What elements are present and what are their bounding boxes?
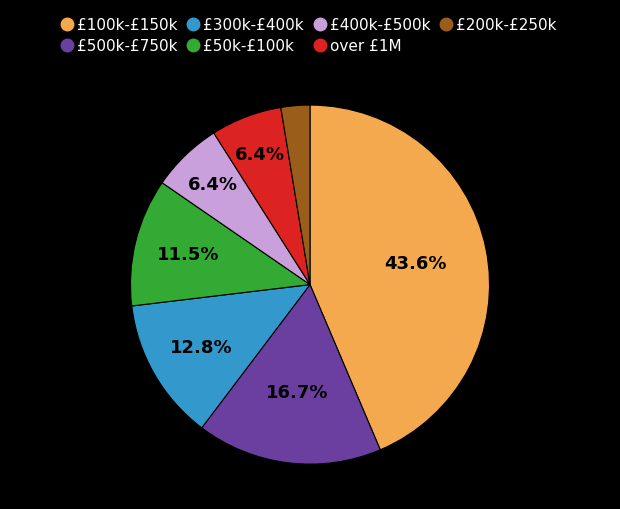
Text: 6.4%: 6.4% [235, 146, 285, 163]
Wedge shape [130, 183, 310, 306]
Text: 11.5%: 11.5% [157, 246, 219, 264]
Wedge shape [132, 285, 310, 428]
Wedge shape [310, 106, 490, 450]
Text: 43.6%: 43.6% [384, 254, 447, 272]
Text: 12.8%: 12.8% [170, 338, 232, 356]
Text: 16.7%: 16.7% [265, 383, 328, 401]
Legend: £100k-£150k, £500k-£750k, £300k-£400k, £50k-£100k, £400k-£500k, over £1M, £200k-: £100k-£150k, £500k-£750k, £300k-£400k, £… [63, 18, 557, 53]
Text: 6.4%: 6.4% [188, 176, 238, 193]
Wedge shape [214, 108, 310, 285]
Wedge shape [281, 106, 310, 285]
Wedge shape [162, 134, 310, 285]
Wedge shape [202, 285, 380, 464]
